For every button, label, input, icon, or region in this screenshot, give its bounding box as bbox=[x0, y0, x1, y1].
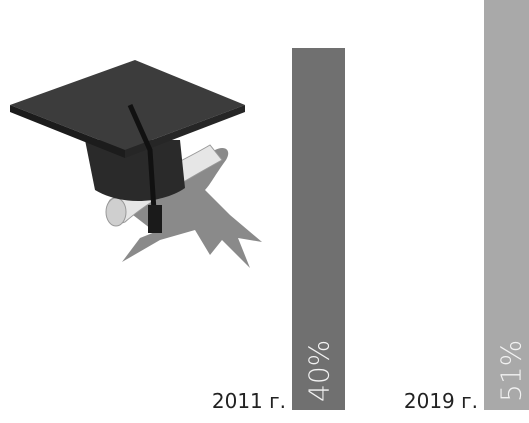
graduation-cap-icon bbox=[10, 60, 262, 268]
bar bbox=[484, 0, 529, 410]
value-label: 51% bbox=[495, 340, 528, 402]
category-label: 2019 г. bbox=[404, 389, 478, 413]
bar bbox=[292, 48, 345, 410]
category-label: 2011 г. bbox=[212, 389, 286, 413]
value-label: 40% bbox=[303, 340, 336, 402]
